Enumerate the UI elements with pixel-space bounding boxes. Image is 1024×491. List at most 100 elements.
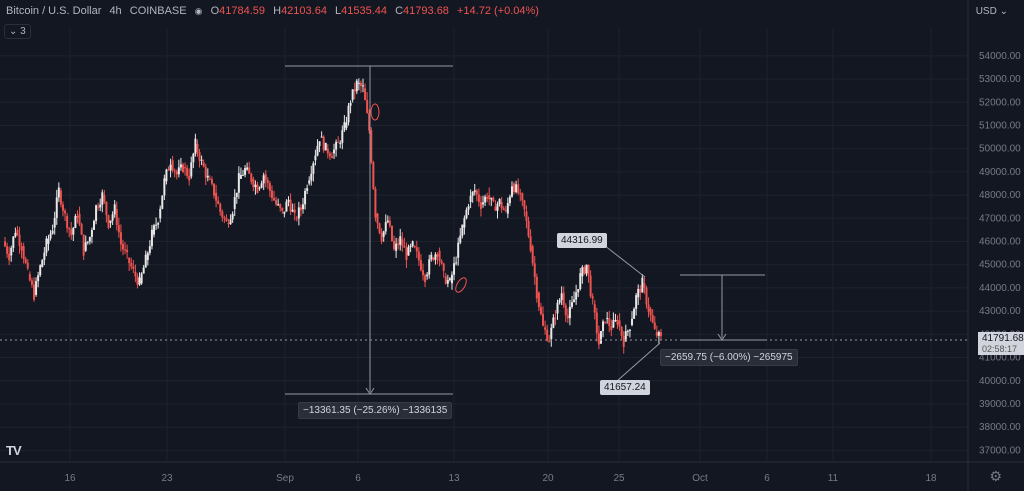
- candle-body: [210, 179, 213, 184]
- symbol-name[interactable]: Bitcoin / U.S. Dollar: [6, 5, 102, 17]
- candle-body: [568, 306, 571, 319]
- candle-body: [229, 219, 232, 225]
- candle-body: [186, 167, 189, 177]
- candle-body: [200, 159, 203, 161]
- candle-body: [223, 217, 226, 219]
- candle-body: [157, 223, 160, 225]
- candle-body: [366, 100, 369, 113]
- y-tick-label: 50000.00: [979, 144, 1021, 155]
- candle-body: [500, 202, 503, 209]
- candle-body: [355, 80, 358, 92]
- candle-body: [101, 192, 104, 205]
- candle-body: [84, 242, 87, 251]
- candle-body: [415, 247, 418, 252]
- candle-body: [610, 326, 613, 331]
- candle-body: [301, 204, 304, 210]
- candle-body: [326, 148, 329, 154]
- candle-body: [380, 232, 383, 242]
- candle-body: [14, 232, 17, 237]
- candle-body: [544, 327, 547, 330]
- x-tick-label: 6: [355, 473, 361, 484]
- candle-body: [467, 206, 470, 210]
- candle-body: [126, 249, 129, 253]
- candle-body: [289, 199, 292, 212]
- tradingview-logo-icon[interactable]: TV: [6, 443, 22, 458]
- candle-body: [471, 192, 474, 196]
- candle-body: [506, 203, 509, 214]
- currency-selector[interactable]: USD ⌄: [976, 6, 1008, 17]
- candle-body: [107, 215, 110, 228]
- candle-body: [95, 205, 98, 221]
- candle-body: [330, 156, 333, 159]
- candle-body: [161, 195, 164, 209]
- ellipse-marker: [370, 103, 380, 121]
- candle-body: [626, 330, 629, 332]
- y-tick-label: 38000.00: [979, 422, 1021, 433]
- candle-body: [26, 262, 29, 269]
- indicators-toggle[interactable]: ⌄ 3: [4, 24, 31, 39]
- candle-body: [597, 333, 600, 345]
- candle-body: [136, 276, 139, 285]
- candle-body: [283, 211, 286, 214]
- candle-body: [564, 305, 567, 316]
- candle-body: [349, 102, 352, 106]
- candle-body: [4, 241, 7, 247]
- x-tick-label: 11: [828, 473, 839, 484]
- candle-body: [390, 225, 393, 241]
- x-tick-label: 13: [448, 473, 460, 484]
- candle-body: [287, 199, 290, 202]
- candle-body: [333, 149, 336, 154]
- candle-body: [57, 187, 60, 198]
- candle-body: [55, 197, 58, 218]
- candle-body: [237, 173, 240, 193]
- candle-body: [529, 236, 532, 251]
- candle-body: [612, 320, 615, 328]
- x-tick-label: 16: [64, 473, 76, 484]
- candle-body: [542, 313, 545, 326]
- interval[interactable]: 4h: [109, 5, 122, 17]
- eye-icon[interactable]: ◉: [194, 6, 203, 16]
- candle-body: [486, 196, 489, 199]
- candle-body: [299, 207, 302, 211]
- candle-body: [339, 142, 342, 145]
- high-price-label: 44316.99: [557, 233, 607, 248]
- candle-body: [273, 197, 276, 201]
- candle-body: [20, 245, 23, 251]
- candle-body: [575, 292, 578, 300]
- candle-body: [581, 267, 584, 277]
- price-range-measure-small[interactable]: −2659.75 (−6.00%) −265975: [660, 349, 798, 366]
- x-tick-label: 6: [764, 473, 770, 484]
- candle-body: [277, 204, 280, 206]
- candle-body: [388, 220, 391, 226]
- candle-body: [397, 243, 400, 245]
- candle-body: [422, 270, 425, 276]
- candle-body: [556, 302, 559, 314]
- candle-body: [316, 146, 319, 156]
- candle-body: [72, 227, 75, 235]
- x-tick-label: Oct: [692, 473, 708, 484]
- measure-arrow: [365, 387, 375, 395]
- y-tick-label: 47000.00: [979, 213, 1021, 224]
- grid-lines: [0, 28, 968, 462]
- price-range-measure-large[interactable]: −13361.35 (−25.26%) −1336135: [298, 402, 453, 419]
- candle-body: [262, 175, 265, 184]
- candle-body: [322, 136, 325, 151]
- gear-icon[interactable]: ⚙: [989, 468, 1002, 484]
- candle-body: [531, 246, 534, 264]
- low-value: 41535.44: [341, 5, 388, 17]
- candle-body: [637, 288, 640, 298]
- candle-body: [74, 216, 77, 228]
- candle-body: [109, 220, 112, 223]
- candle-body: [459, 235, 462, 243]
- candle-body: [291, 209, 294, 212]
- candle-body: [184, 167, 187, 169]
- low-label: L: [335, 5, 342, 17]
- candle-body: [33, 284, 36, 300]
- candle-body: [399, 236, 402, 245]
- candle-body: [628, 329, 631, 331]
- candle-body: [51, 230, 54, 234]
- candle-body: [39, 265, 42, 276]
- candle-body: [105, 201, 108, 216]
